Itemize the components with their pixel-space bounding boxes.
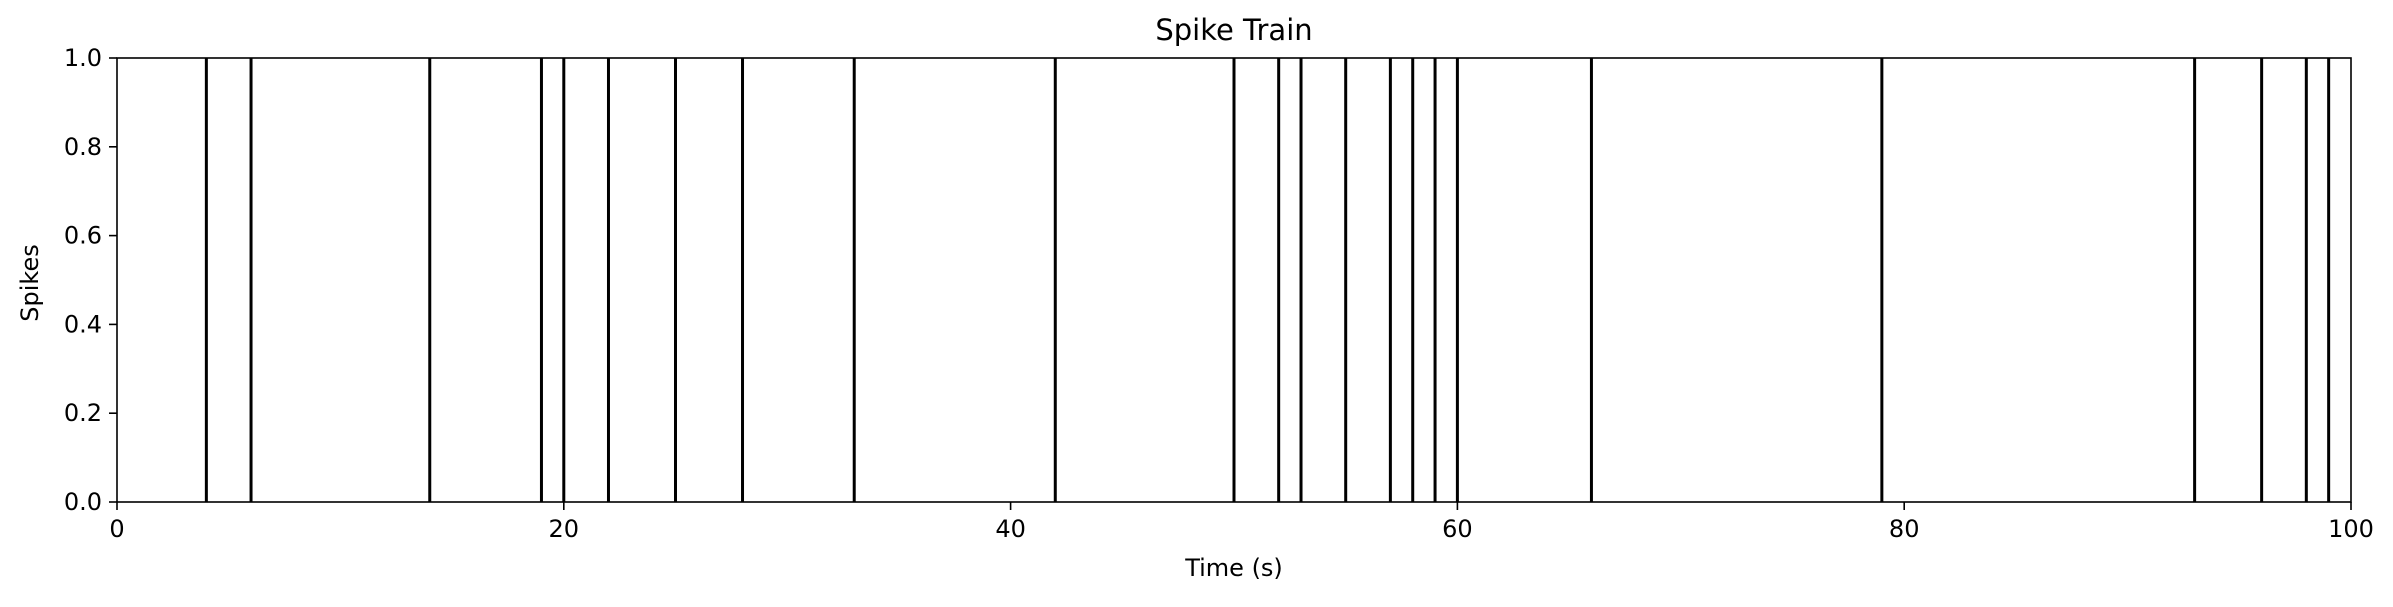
y-tick-label: 0.8 [64, 133, 102, 161]
y-tick-label: 0.2 [64, 399, 102, 427]
y-tick-label: 0.6 [64, 222, 102, 250]
plot-area [204, 58, 2331, 502]
chart-title: Spike Train [1155, 13, 1312, 47]
axes-frame [116, 57, 2352, 503]
x-tick-label: 40 [995, 515, 1026, 543]
x-tick-label: 20 [549, 515, 580, 543]
y-axis-label: Spikes [16, 244, 44, 321]
x-tick-label: 80 [1889, 515, 1920, 543]
y-tick-label: 1.0 [64, 44, 102, 72]
axes: 0 20 40 60 80 100 0.0 0.2 0.4 0.6 0.8 1.0 [64, 44, 2374, 543]
x-tick-label: 100 [2328, 515, 2374, 543]
x-tick-label: 60 [1442, 515, 1473, 543]
x-axis-label: Time (s) [1184, 554, 1283, 582]
x-tick-label: 0 [109, 515, 124, 543]
y-tick-label: 0.4 [64, 310, 102, 338]
y-tick-label: 0.0 [64, 488, 102, 516]
